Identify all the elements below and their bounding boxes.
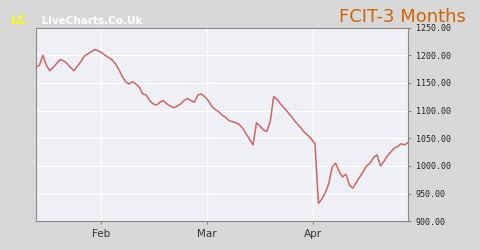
Text: LiveCharts.Co.Uk: LiveCharts.Co.Uk xyxy=(38,16,143,26)
Text: FCIT-3 Months: FCIT-3 Months xyxy=(339,8,466,26)
Text: LC: LC xyxy=(11,14,27,27)
